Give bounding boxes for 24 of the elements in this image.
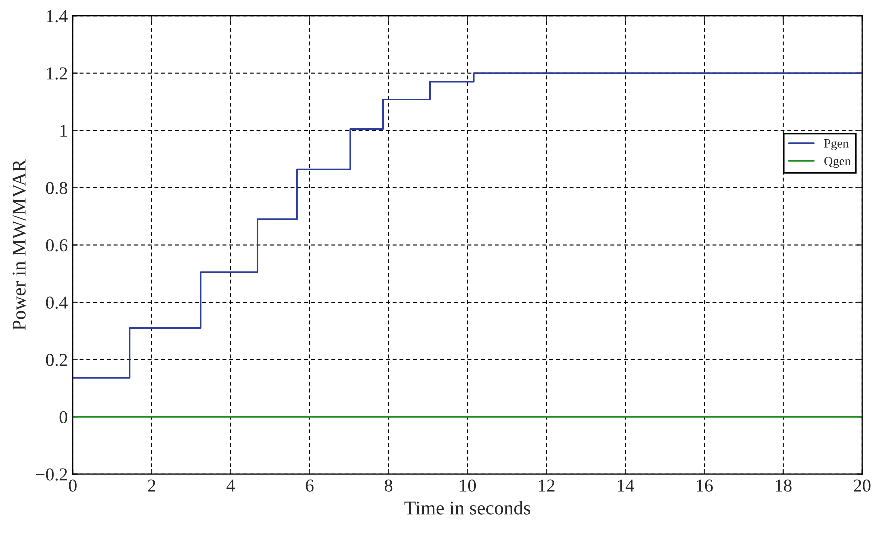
y-tick-label: 0.4	[46, 296, 68, 310]
y-tick-label: 1	[60, 124, 68, 137]
y-tick-label: 1.4	[47, 10, 68, 23]
y-tick-label: 0	[60, 411, 68, 424]
x-tick-label: 10	[460, 480, 476, 492]
x-tick-label: 14	[618, 480, 634, 492]
x-tick-label: 8	[384, 480, 393, 492]
legend-label: Pgen	[824, 140, 849, 150]
x-tick-label: 0	[69, 480, 77, 492]
x-tick-label: 20	[854, 480, 871, 492]
y-tick-label: −0.2	[36, 468, 68, 481]
x-tick-label: 2	[148, 480, 156, 492]
x-axis-title: Time in seconds	[404, 501, 530, 515]
y-tick-label: 0.2	[46, 354, 68, 366]
x-tick-label: 12	[539, 480, 555, 492]
x-tick-label: 6	[306, 480, 314, 492]
x-tick-label: 4	[226, 480, 236, 492]
x-tick-label: 18	[776, 480, 792, 492]
y-tick-label: 0.6	[46, 239, 68, 252]
y-tick-label: 1.2	[47, 68, 68, 80]
y-axis-title: Power in MW/MVAR	[12, 160, 26, 330]
legend-label: Qgen	[824, 157, 851, 168]
y-tick-label: 0.8	[46, 182, 68, 194]
x-tick-label: 16	[697, 480, 714, 492]
